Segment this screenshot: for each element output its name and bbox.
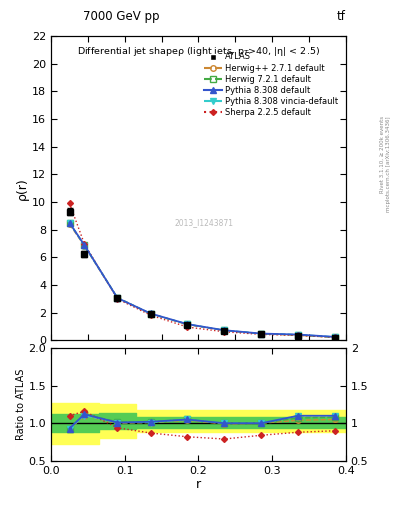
Y-axis label: ρ(r): ρ(r): [16, 177, 29, 200]
Y-axis label: Ratio to ATLAS: Ratio to ATLAS: [16, 369, 26, 440]
Legend: ATLAS, Herwig++ 2.7.1 default, Herwig 7.2.1 default, Pythia 8.308 default, Pythi: ATLAS, Herwig++ 2.7.1 default, Herwig 7.…: [200, 49, 342, 120]
Text: Differential jet shapeρ (light jets, p$_T$>40, |η| < 2.5): Differential jet shapeρ (light jets, p$_…: [77, 45, 320, 58]
Text: 2013_I1243871: 2013_I1243871: [175, 218, 234, 227]
Text: 7000 GeV pp: 7000 GeV pp: [83, 10, 159, 23]
X-axis label: r: r: [196, 478, 201, 492]
Text: Rivet 3.1.10, ≥ 200k events
mcplots.cern.ch [arXiv:1306.3436]: Rivet 3.1.10, ≥ 200k events mcplots.cern…: [380, 116, 391, 211]
Text: tf: tf: [337, 10, 346, 23]
